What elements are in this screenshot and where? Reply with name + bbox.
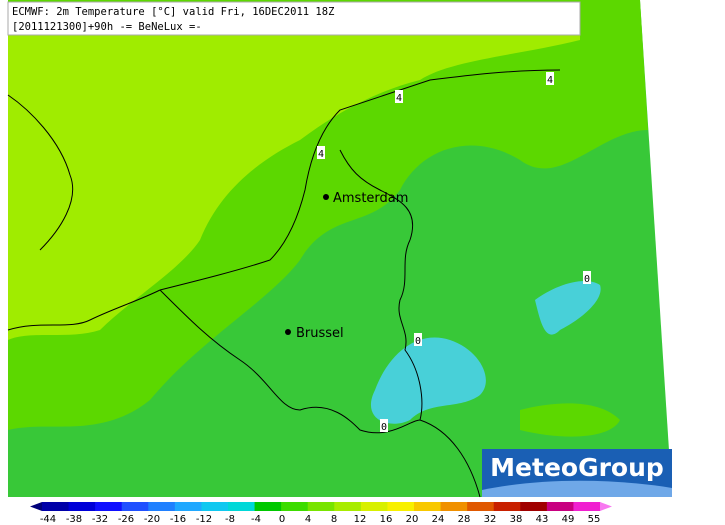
- colorbar-label: -26: [118, 514, 134, 525]
- colorbar-label: 4: [305, 514, 311, 525]
- colorbar-label: 12: [354, 514, 367, 525]
- colorbar-segment: [281, 502, 309, 511]
- temp-zone-warm: [8, 35, 580, 340]
- colorbar-label: -44: [40, 514, 56, 525]
- city-dot: [285, 329, 291, 335]
- colorbar-segment: [201, 502, 229, 511]
- colorbar-label: 20: [406, 514, 419, 525]
- contour-label-box: [317, 146, 325, 159]
- colorbar-label: 38: [510, 514, 523, 525]
- colorbar-label: 24: [432, 514, 445, 525]
- colorbar-label: -32: [92, 514, 108, 525]
- contour-label: 4: [396, 93, 402, 104]
- colorbar-end: [600, 502, 612, 511]
- colorbar-segment: [520, 502, 548, 511]
- colorbar-label: -38: [66, 514, 82, 525]
- colorbar-segment: [68, 502, 96, 511]
- colorbar-label: 0: [279, 514, 285, 525]
- contour-label: 0: [415, 336, 421, 347]
- contour-label: 0: [381, 422, 387, 433]
- colorbar-segment: [414, 502, 442, 511]
- contour-label-box: [380, 419, 388, 432]
- header-box: [7, 1, 581, 36]
- colorbar-segment: [174, 502, 202, 511]
- colorbar-label: 28: [458, 514, 471, 525]
- city-dot: [323, 194, 329, 200]
- colorbar-segment: [573, 502, 601, 511]
- borders: [7, 69, 561, 498]
- colorbar-label: 32: [484, 514, 497, 525]
- logo-text: MeteoGroup: [490, 453, 664, 482]
- contour-label-box: [583, 271, 591, 284]
- temp-zone-cold: [535, 280, 601, 335]
- colorbar-label: -12: [196, 514, 212, 525]
- colorbar-label: 8: [331, 514, 337, 525]
- contour-label: 4: [318, 149, 324, 160]
- colorbar-segment: [228, 502, 256, 511]
- colorbar-segment: [360, 502, 388, 511]
- contour-label-box: [546, 72, 554, 85]
- colorbar-segment: [467, 502, 495, 511]
- temp-zone-cold: [370, 337, 486, 424]
- colorbar-segment: [546, 502, 574, 511]
- colorbar-label: 55: [588, 514, 601, 525]
- colorbar-segment: [148, 502, 176, 511]
- contour-label: 0: [584, 274, 590, 285]
- contour-label-box: [414, 333, 422, 346]
- contour-label-box: [395, 90, 403, 103]
- colorbar-segment: [307, 502, 335, 511]
- colorbar-segment: [440, 502, 468, 511]
- colorbar-label: 43: [536, 514, 549, 525]
- colorbar-label: -16: [170, 514, 186, 525]
- logo-wave: [482, 480, 672, 497]
- colorbar-segment: [42, 502, 70, 511]
- colorbar-segment: [387, 502, 415, 511]
- colorbar-segment: [121, 502, 149, 511]
- colorbar-label: -4: [251, 514, 261, 525]
- colorbar-segment: [254, 502, 282, 511]
- colorbar-label: 16: [380, 514, 393, 525]
- colorbar-label: 49: [562, 514, 575, 525]
- colorbar-label: -8: [225, 514, 235, 525]
- header-line: [2011121300]+90h -= BeNeLux =-: [12, 21, 202, 33]
- colorbar-label: -20: [144, 514, 160, 525]
- city-label: Amsterdam: [333, 191, 408, 206]
- contour-label: 4: [547, 75, 553, 86]
- colorbar-end: [30, 502, 42, 511]
- colorbar-segment: [493, 502, 521, 511]
- city-label: Brussel: [296, 326, 344, 341]
- colorbar-segment: [334, 502, 362, 511]
- temp-zone-mid2: [520, 403, 620, 437]
- header-line: ECMWF: 2m Temperature [°C] valid Fri, 16…: [12, 6, 334, 18]
- colorbar-segment: [95, 502, 123, 511]
